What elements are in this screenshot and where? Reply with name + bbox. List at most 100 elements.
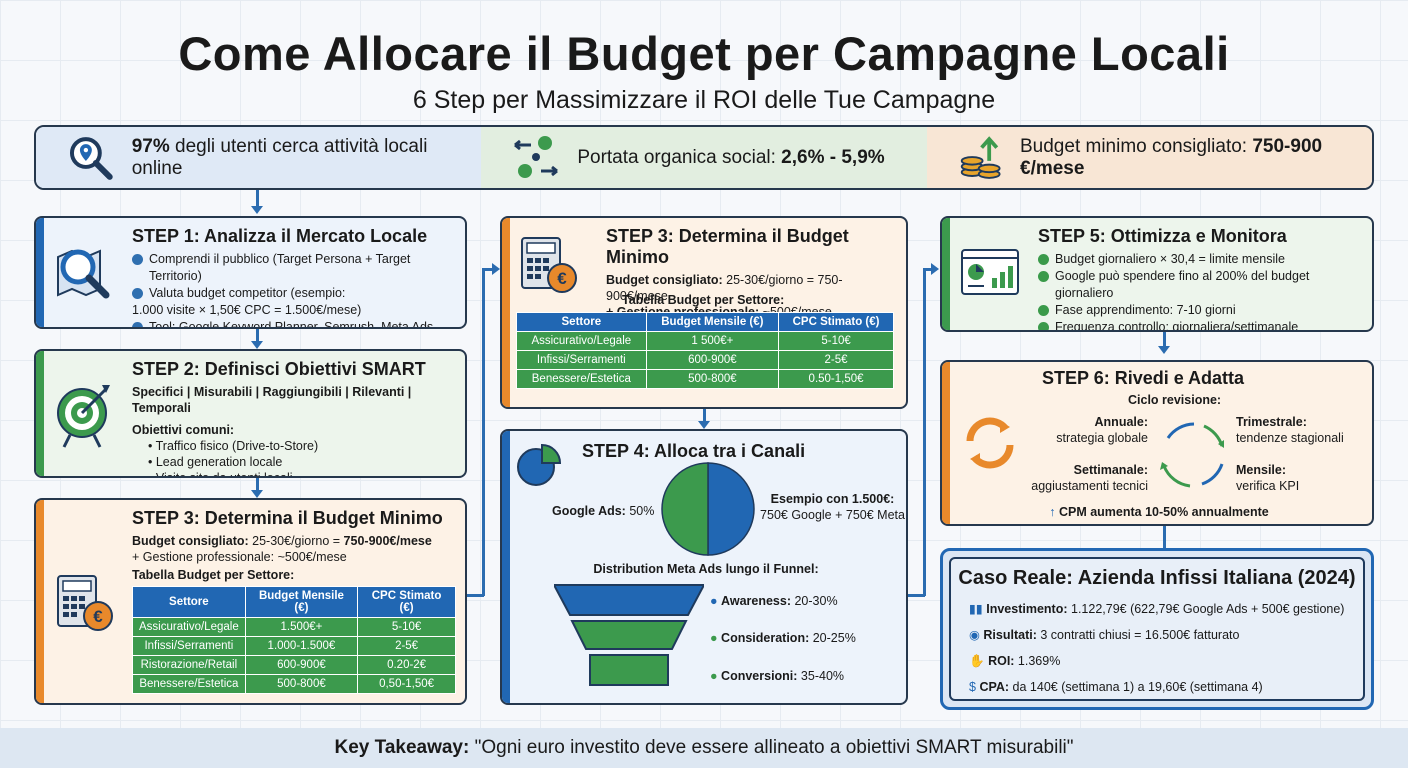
funnel-item: ● Consideration: 20-25% [710,631,856,645]
connector [482,268,485,596]
takeaway-label: Key Takeaway: [334,737,470,758]
table-row: Infissi/Serramenti 600-900€ 2-5€ [516,350,894,370]
funnel-graphic [554,584,704,686]
arrow-head [698,421,710,429]
refresh-cycle-icon [966,417,1014,469]
management-fee: + Gestione professionale: ~500€/mese [132,550,347,564]
step6-title: STEP 6: Rivedi e Adatta [1042,368,1245,388]
svg-text:€: € [93,607,103,626]
quarterly-text: tendenze stagionali [1236,431,1344,445]
table-header: CPC Stimato (€) [778,312,894,332]
step2-title: STEP 2: Definisci Obiettivi SMART [132,359,426,379]
table-row: Infissi/Serramenti 1.000-1.500€ 2-5€ [132,636,456,656]
coin-stack-icon: ◉ [969,628,980,642]
map-search-icon [69,136,113,180]
weekly-text: aggiustamenti tecnici [1031,479,1148,493]
coins-growth-icon [960,135,1001,179]
arrow-head [931,263,939,275]
step4-title: STEP 4: Alloca tra i Canali [582,441,806,461]
step1-item: Comprendi il pubblico (Target Persona + … [132,251,462,285]
step1-item: Valuta budget competitor (esempio: [132,285,462,302]
annual-label: Annuale: [1094,415,1148,429]
arrow-head [251,206,263,214]
target-icon [57,384,110,448]
funnel-consideration-layer [570,620,688,650]
table-header: Settore [132,586,246,618]
check-icon: ● [710,631,718,645]
annual-text: strategia globale [1056,431,1148,445]
stats-bar: 97% degli utenti cerca attività locali o… [34,125,1374,190]
social-network-icon [514,135,559,178]
table-row: Assicurativo/Legale 1.500€+ 5-10€ [132,617,456,637]
connector [908,594,925,597]
connector [482,268,494,271]
arrow-head [1158,346,1170,354]
step1-card: STEP 1: Analizza il Mercato Locale Compr… [34,216,467,329]
connector [923,268,933,271]
calculator-euro-icon: € [57,574,113,631]
funnel-awareness-layer [554,584,704,616]
connector [1163,332,1166,348]
check-icon: ● [710,669,718,683]
objective-item: • Visite sito da utenti locali [148,471,293,478]
google-ads-value: 50% [625,504,655,518]
case-row-investment: ▮▮ Investimento: 1.122,79€ (622,79€ Goog… [969,602,1345,616]
pie-slice-google-ads [707,462,755,556]
step1-item: Tool: Google Keyword Planner, Semrush, M… [132,319,462,327]
table-header: Budget Mensile (€) [645,312,780,332]
step4-card: STEP 4: Alloca tra i Canali Google Ads: … [500,429,908,705]
budget-table: Settore Budget Mensile (€) CPC Stimato (… [516,312,894,389]
objective-item: • Traffico fisico (Drive-to-Store) [148,439,319,453]
recommended-value: 25-30€/giorno = 750-900€/mese [606,273,843,303]
page-subtitle: 6 Step per Massimizzare il ROI delle Tue… [412,86,996,114]
step1-item-cont: 1.000 visite × 1,50€ CPC = 1.500€/mese) [132,303,362,317]
case-row-roi: ✋ ROI: 1.369% [969,654,1061,668]
stat-local-search: 97% degli utenti cerca attività locali o… [36,127,482,188]
step5-card: STEP 5: Ottimizza e Monitora Budget gior… [940,216,1374,332]
step5-item: Frequenza controllo: giornaliera/settima… [1038,319,1370,330]
case-study-card: Caso Reale: Azienda Infissi Italiana (20… [940,548,1374,710]
connector [1163,526,1166,550]
step2-card: STEP 2: Definisci Obiettivi SMART Specif… [34,349,467,478]
connector [923,268,926,596]
connector [256,190,259,210]
dashboard-monitor-icon [961,249,1019,295]
stat-local-search-text: 97% degli utenti cerca attività locali o… [131,135,428,179]
table-header: Settore [516,312,647,332]
example-line-1: Esempio con 1.500€: [770,492,895,506]
quarterly-label: Trimestrale: [1236,415,1307,429]
arrow-head [492,263,500,275]
channel-split-pie-chart [661,462,755,556]
step5-item: Budget giornaliero × 30,4 = limite mensi… [1038,251,1370,268]
example-line-2: 750€ Google + 750€ Meta [760,508,905,522]
monthly-text: verifica KPI [1236,479,1300,493]
stat-min-budget-text: Budget minimo consigliato: 750-900 €/mes… [1020,135,1323,179]
takeaway-quote: "Ogni euro investito deve essere allinea… [469,737,1074,758]
stat-min-budget: Budget minimo consigliato: 750-900 €/mes… [926,127,1372,188]
stat-social-reach-text: Portata organica social: 2,6% - 5,9% [577,146,885,168]
funnel-title: Distribution Meta Ads lungo il Funnel: [593,562,819,576]
recommended-label: Budget consigliato: [606,273,723,287]
step5-title: STEP 5: Ottimizza e Monitora [1038,226,1287,246]
budget-table: Settore Budget Mensile (€) CPC Stimato (… [132,586,456,694]
connector [467,594,484,597]
monthly-label: Mensile: [1236,463,1287,477]
funnel-item: ● Conversioni: 35-40% [710,669,845,683]
case-row-results: ◉ Risultati: 3 contratti chiusi = 16.500… [969,628,1240,642]
step6-card: STEP 6: Rivedi e Adatta Ciclo revisione:… [940,360,1374,526]
cpm-note: ↑ CPM aumenta 10-50% annualmente [1049,505,1269,519]
pie-chart-icon [517,443,562,486]
step3-title: STEP 3: Determina il Budget Minimo [606,226,849,267]
step1-title: STEP 1: Analizza il Mercato Locale [132,226,428,246]
table-row: Assicurativo/Legale 1 500€+ 5-10€ [516,331,894,351]
recommended-label: Budget consigliato: [132,534,249,548]
table-row: Benessere/Estetica 500-800€ 0,50-1,50€ [132,674,456,694]
cycle-title: Ciclo revisione: [1128,393,1222,407]
funnel-conversion-layer [589,654,669,686]
key-takeaway-footer: Key Takeaway: "Ogni euro investito deve … [0,728,1408,768]
cpa-coins-icon: $ [969,680,976,694]
arrow-head [251,490,263,498]
smart-criteria: Specifici | Misurabili | Raggiungibili |… [132,385,412,415]
step5-item: Fase apprendimento: 7-10 giorni [1038,302,1370,319]
svg-text:€: € [557,269,567,288]
